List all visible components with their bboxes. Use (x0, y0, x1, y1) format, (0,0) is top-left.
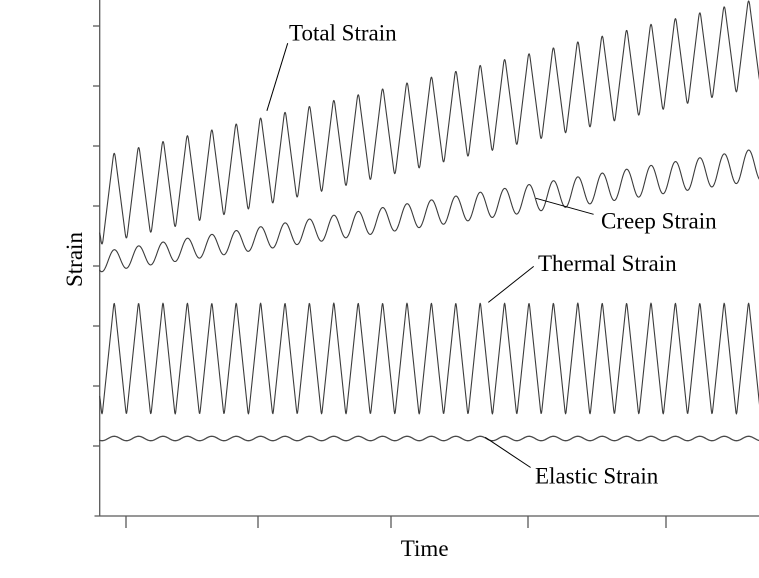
svg-text:Total Strain: Total Strain (289, 21, 397, 46)
svg-text:Creep Strain: Creep Strain (601, 208, 717, 233)
svg-text:Strain: Strain (62, 232, 87, 287)
svg-text:Thermal Strain: Thermal Strain (538, 251, 677, 276)
svg-text:Time: Time (401, 536, 449, 561)
svg-text:Elastic Strain: Elastic Strain (535, 464, 659, 489)
